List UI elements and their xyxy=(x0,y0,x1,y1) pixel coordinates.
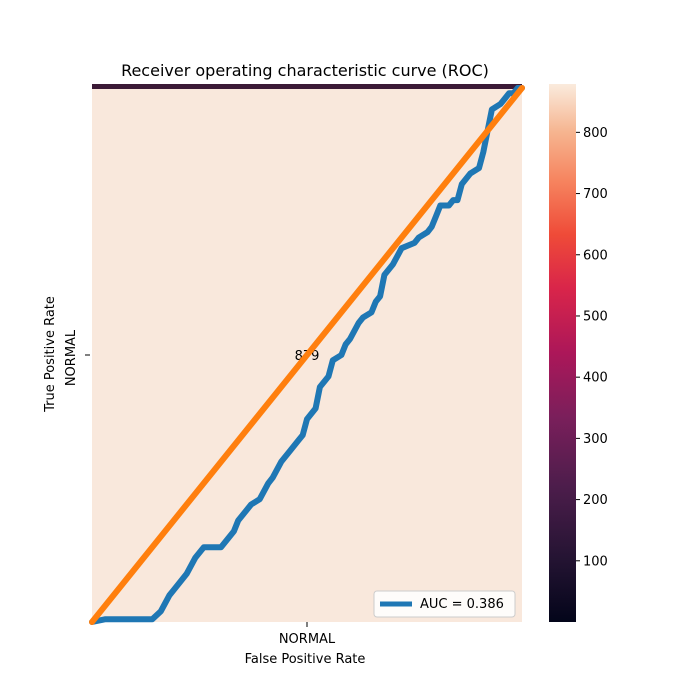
x-axis-label: False Positive Rate xyxy=(245,652,366,667)
colorbar-tick-label: 100 xyxy=(583,554,608,569)
colorbar-tick-label: 700 xyxy=(583,187,608,202)
heatmap-top-band xyxy=(92,84,522,89)
colorbar-ticks: 100 200 300 400 500 600 700 800 xyxy=(576,126,608,569)
y-tick-label: NORMAL xyxy=(64,329,79,386)
legend: AUC = 0.386 xyxy=(373,590,516,618)
colorbar: 100 200 300 400 500 600 700 800 xyxy=(549,84,608,622)
x-tick-label: NORMAL xyxy=(279,632,336,647)
colorbar-tick-label: 600 xyxy=(583,248,608,263)
legend-label: AUC = 0.386 xyxy=(420,597,504,612)
series-layer xyxy=(89,85,525,625)
colorbar-tick-label: 500 xyxy=(583,309,608,324)
colorbar-tick-label: 300 xyxy=(583,432,608,447)
x-axis: NORMAL False Positive Rate xyxy=(245,622,366,667)
colorbar-tick-label: 400 xyxy=(583,371,608,386)
y-axis-label: True Positive Rate xyxy=(43,296,58,413)
chance-diagonal-line xyxy=(89,85,525,625)
y-axis: NORMAL True Positive Rate xyxy=(43,296,90,413)
colorbar-gradient xyxy=(549,84,576,622)
chart-title: Receiver operating characteristic curve … xyxy=(121,61,489,80)
colorbar-tick-label: 200 xyxy=(583,493,608,508)
plot-area: 879 xyxy=(89,84,525,625)
colorbar-tick-label: 800 xyxy=(583,126,608,141)
legend-box xyxy=(373,590,516,618)
roc-curve-line xyxy=(89,85,525,625)
